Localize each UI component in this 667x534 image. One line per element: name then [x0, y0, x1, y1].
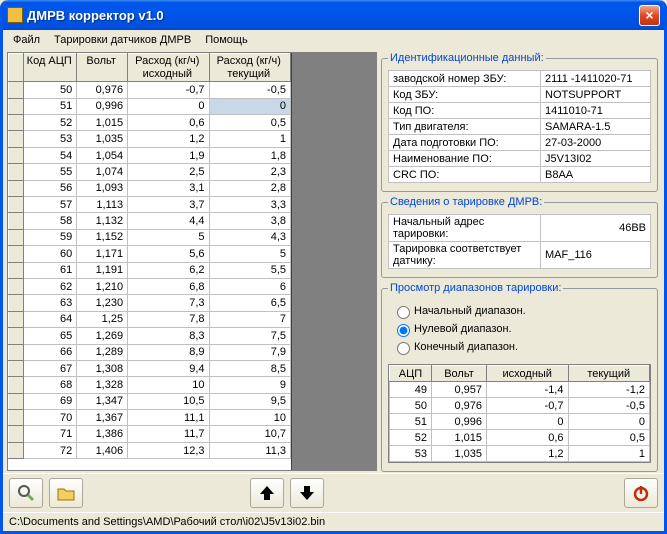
col-header-adc[interactable]: Код АЦП: [24, 54, 77, 82]
table-row[interactable]: 531,0351,21: [9, 131, 291, 147]
window-title: ДМРВ корректор v1.0: [27, 8, 639, 23]
table-row[interactable]: 611,1916,25,5: [9, 262, 291, 278]
table-row[interactable]: 521,0150,60,5: [390, 430, 650, 446]
app-icon: [7, 7, 23, 23]
table-row[interactable]: 671,3089,48,5: [9, 360, 291, 376]
table-row[interactable]: 581,1324,43,8: [9, 213, 291, 229]
kv-row: заводской номер ЗБУ:2111 -1411020-71: [389, 71, 651, 87]
range-radios: Начальный диапазон. Нулевой диапазон. Ко…: [388, 300, 651, 362]
menu-help[interactable]: Помощь: [199, 32, 254, 48]
tariinfo-group: Сведения о тарировке ДМРВ: Начальный адр…: [381, 196, 658, 278]
zoom-button[interactable]: [9, 478, 43, 508]
range-grid[interactable]: АЦП Вольт исходный текущий 490,957-1,4-1…: [388, 364, 651, 463]
arrow-up-icon: [258, 484, 276, 502]
statusbar: C:\Documents and Settings\AMD\Рабочий ст…: [3, 512, 664, 531]
arrow-down-icon: [298, 484, 316, 502]
table-row[interactable]: 661,2898,97,9: [9, 344, 291, 360]
main-grid[interactable]: Код АЦП Вольт Расход (кг/ч)исходный Расх…: [7, 52, 377, 471]
rg-col-volt[interactable]: Вольт: [432, 366, 487, 382]
ident-legend: Идентификационные данный:: [388, 52, 546, 64]
ident-group: Идентификационные данный: заводской номе…: [381, 52, 658, 192]
rg-col-src[interactable]: исходный: [487, 366, 569, 382]
ranges-group: Просмотр диапазонов тарировки: Начальный…: [381, 282, 658, 472]
ranges-legend: Просмотр диапазонов тарировки:: [388, 282, 563, 294]
move-down-button[interactable]: [290, 478, 324, 508]
open-button[interactable]: [49, 478, 83, 508]
power-icon: [632, 484, 650, 502]
content: Код АЦП Вольт Расход (кг/ч)исходный Расх…: [3, 50, 664, 473]
toolbar: [3, 473, 664, 512]
table-row[interactable]: 691,34710,59,5: [9, 393, 291, 409]
kv-row: Начальный адрес тарировки:46BB: [389, 215, 651, 242]
radio-zero[interactable]: Нулевой диапазон.: [392, 320, 649, 338]
magnifier-icon: [16, 483, 36, 503]
table-row[interactable]: 621,2106,86: [9, 278, 291, 294]
menubar: Файл Тарировки датчиков ДМРВ Помощь: [3, 30, 664, 50]
table-row[interactable]: 571,1133,73,3: [9, 197, 291, 213]
col-header-volt[interactable]: Вольт: [77, 54, 128, 82]
menu-tari[interactable]: Тарировки датчиков ДМРВ: [48, 32, 197, 48]
table-row[interactable]: 531,0351,21: [390, 446, 650, 462]
table-row[interactable]: 500,976-0,7-0,5: [9, 82, 291, 98]
table-row[interactable]: 551,0742,52,3: [9, 164, 291, 180]
row-header-corner: [9, 54, 24, 82]
kv-row: Тип двигателя:SAMARA-1.5: [389, 119, 651, 135]
folder-icon: [56, 483, 76, 503]
col-header-cur[interactable]: Расход (кг/ч)текущий: [209, 54, 290, 82]
kv-row: Код ПО:1411010-71: [389, 103, 651, 119]
kv-row: Код ЗБУ:NOTSUPPORT: [389, 87, 651, 103]
table-row[interactable]: 561,0933,12,8: [9, 180, 291, 196]
app-window: ДМРВ корректор v1.0 × Файл Тарировки дат…: [0, 0, 667, 534]
move-up-button[interactable]: [250, 478, 284, 508]
titlebar: ДМРВ корректор v1.0 ×: [3, 0, 664, 30]
table-row[interactable]: 510,99600: [9, 98, 291, 114]
table-row[interactable]: 500,976-0,7-0,5: [390, 398, 650, 414]
radio-initial[interactable]: Начальный диапазон.: [392, 302, 649, 320]
table-row[interactable]: 521,0150,60,5: [9, 115, 291, 131]
table-row[interactable]: 701,36711,110: [9, 410, 291, 426]
table-row[interactable]: 721,40612,311,3: [9, 442, 291, 458]
rg-col-adc[interactable]: АЦП: [390, 366, 432, 382]
tariinfo-legend: Сведения о тарировке ДМРВ:: [388, 196, 544, 208]
radio-final[interactable]: Конечный диапазон.: [392, 338, 649, 356]
close-button[interactable]: ×: [639, 5, 660, 26]
menu-file[interactable]: Файл: [7, 32, 46, 48]
ident-table: заводской номер ЗБУ:2111 -1411020-71Код …: [388, 70, 651, 183]
rg-col-cur[interactable]: текущий: [568, 366, 650, 382]
table-row[interactable]: 711,38611,710,7: [9, 426, 291, 442]
kv-row: Дата подготовки ПО:27-03-2000: [389, 135, 651, 151]
grid-empty-area: [291, 53, 376, 470]
table-row[interactable]: 681,328109: [9, 377, 291, 393]
kv-row: Наименование ПО:J5V13I02: [389, 151, 651, 167]
power-button[interactable]: [624, 478, 658, 508]
table-row[interactable]: 541,0541,91,8: [9, 147, 291, 163]
status-path: C:\Documents and Settings\AMD\Рабочий ст…: [9, 516, 325, 528]
table-row[interactable]: 591,15254,3: [9, 229, 291, 245]
tariinfo-table: Начальный адрес тарировки:46BBТарировка …: [388, 214, 651, 269]
kv-row: CRC ПО:B8AA: [389, 167, 651, 183]
table-row[interactable]: 641,257,87: [9, 311, 291, 327]
col-header-src[interactable]: Расход (кг/ч)исходный: [128, 54, 209, 82]
table-row[interactable]: 631,2307,36,5: [9, 295, 291, 311]
right-column: Идентификационные данный: заводской номе…: [381, 52, 658, 471]
kv-row: Тарировка соответствует датчику:MAF_116: [389, 242, 651, 269]
table-row[interactable]: 651,2698,37,5: [9, 328, 291, 344]
table-row[interactable]: 510,99600: [390, 414, 650, 430]
table-row[interactable]: 490,957-1,4-1,2: [390, 382, 650, 398]
table-row[interactable]: 601,1715,65: [9, 246, 291, 262]
left-column: Код АЦП Вольт Расход (кг/ч)исходный Расх…: [7, 52, 377, 471]
